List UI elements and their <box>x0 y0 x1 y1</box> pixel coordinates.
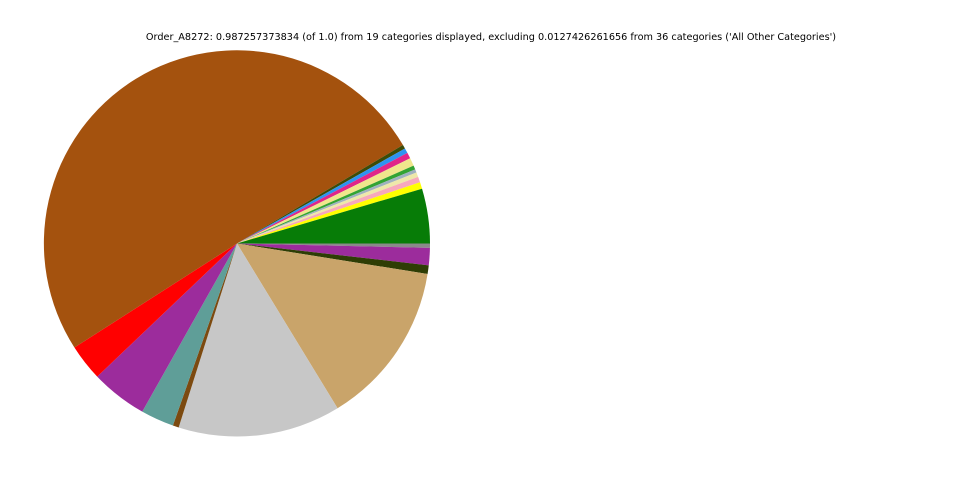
chart-title: Order_A8272: 0.987257373834 (of 1.0) fro… <box>145 32 837 43</box>
pie-slice-yellow <box>237 182 423 244</box>
pie-slice-silver <box>178 243 338 437</box>
pie-slice-purple-2 <box>97 243 237 412</box>
pie-slice-teal <box>142 243 237 426</box>
pie-slice-deep-pink <box>237 152 411 244</box>
pie-slice-forest-green <box>237 188 430 244</box>
pie-slice-brown-main <box>43 50 403 348</box>
pie-slice-purple-1 <box>237 243 430 266</box>
pie-slice-green-bright <box>237 165 416 244</box>
pie-slice-khaki-2 <box>237 172 419 244</box>
pie-slice-red <box>74 243 237 377</box>
pie-slice-pink <box>237 176 421 244</box>
pie-slice-dark-olive-2 <box>237 144 405 244</box>
pie-slice-gray-sliver <box>237 243 430 248</box>
pie-slice-dark-olive-1 <box>237 243 429 275</box>
pie-slice-blue <box>237 148 408 244</box>
pie-slice-gray-blue <box>237 169 417 244</box>
pie-slice-khaki-1 <box>237 158 414 244</box>
pie-slice-saddlebrown-sliver <box>172 243 237 428</box>
pie-slice-tan <box>237 243 428 409</box>
